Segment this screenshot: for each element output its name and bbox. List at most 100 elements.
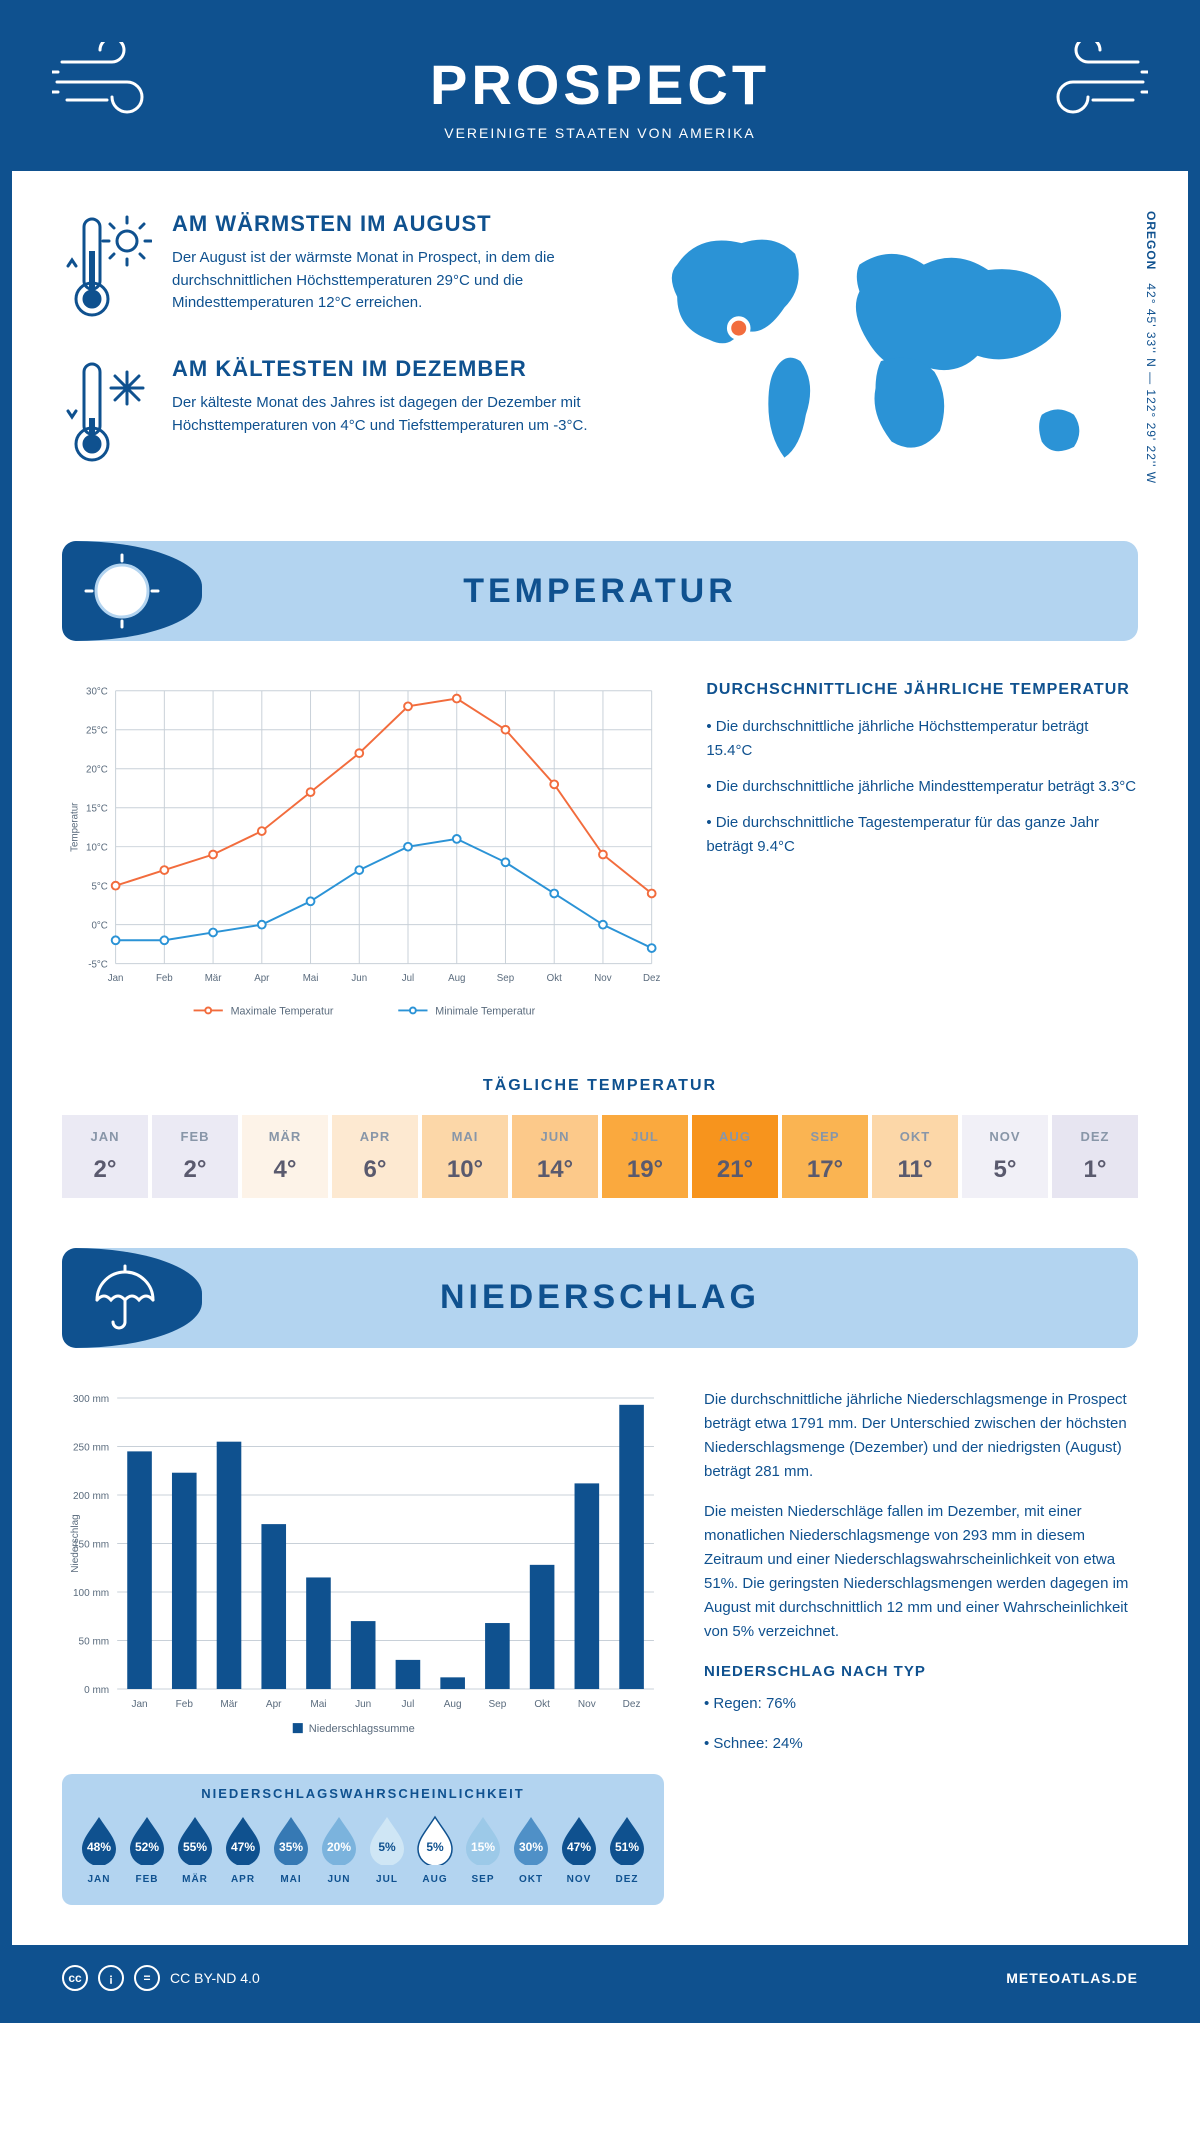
thermometer-cold-icon xyxy=(62,356,152,471)
header: PROSPECT VEREINIGTE STAATEN VON AMERIKA xyxy=(12,12,1188,171)
daily-temp-title: TÄGLICHE TEMPERATUR xyxy=(62,1077,1138,1095)
daily-temp-grid: JAN2°FEB2°MÄR4°APR6°MAI10°JUN14°JUL19°AU… xyxy=(62,1115,1138,1198)
svg-text:20%: 20% xyxy=(327,1840,351,1854)
daily-value: 6° xyxy=(332,1156,418,1184)
daily-month: JUL xyxy=(602,1129,688,1144)
daily-month: JUN xyxy=(512,1129,598,1144)
svg-text:35%: 35% xyxy=(279,1840,303,1854)
svg-text:51%: 51% xyxy=(615,1840,639,1854)
svg-text:47%: 47% xyxy=(567,1840,591,1854)
probability-drop: 15% SEP xyxy=(462,1813,504,1885)
drop-icon: 47% xyxy=(558,1813,600,1865)
bar-chart: 0 mm50 mm100 mm150 mm200 mm250 mm300 mmJ… xyxy=(62,1388,664,1749)
drop-icon: 30% xyxy=(510,1813,552,1865)
drop-month: OKT xyxy=(510,1874,552,1885)
daily-month: DEZ xyxy=(1052,1129,1138,1144)
drop-month: AUG xyxy=(414,1874,456,1885)
precip-type-bullet: • Schnee: 24% xyxy=(704,1732,1138,1756)
svg-text:Niederschlag: Niederschlag xyxy=(70,1514,81,1572)
svg-text:Temperatur: Temperatur xyxy=(70,802,81,852)
daily-value: 10° xyxy=(422,1156,508,1184)
drop-month: JUL xyxy=(366,1874,408,1885)
svg-text:5%: 5% xyxy=(426,1840,444,1854)
daily-value: 17° xyxy=(782,1156,868,1184)
probability-drop: 5% JUL xyxy=(366,1813,408,1885)
coldest-title: AM KÄLTESTEN IM DEZEMBER xyxy=(172,356,605,382)
probability-drop: 51% DEZ xyxy=(606,1813,648,1885)
svg-text:Dez: Dez xyxy=(643,973,660,984)
footer: cc ¡ = CC BY-ND 4.0 METEOATLAS.DE xyxy=(12,1945,1188,2011)
page-title: PROSPECT xyxy=(32,52,1168,117)
thermometer-hot-icon xyxy=(62,211,152,326)
drop-month: FEB xyxy=(126,1874,168,1885)
probability-drop: 30% OKT xyxy=(510,1813,552,1885)
daily-cell: MÄR 4° xyxy=(242,1115,328,1198)
probability-title: NIEDERSCHLAGSWAHRSCHEINLICHKEIT xyxy=(78,1786,648,1801)
precip-text-2: Die meisten Niederschläge fallen im Deze… xyxy=(704,1500,1138,1644)
daily-cell: FEB2° xyxy=(152,1115,238,1198)
cc-icon: cc xyxy=(62,1965,88,1991)
daily-month: APR xyxy=(332,1129,418,1144)
svg-text:Apr: Apr xyxy=(254,973,270,984)
line-chart: -5°C0°C5°C10°C15°C20°C25°C30°CJanFebMärA… xyxy=(62,681,666,1032)
daily-cell: MAI10° xyxy=(422,1115,508,1198)
daily-value: 4° xyxy=(242,1156,328,1184)
drop-icon: 51% xyxy=(606,1813,648,1865)
probability-drop: 52% FEB xyxy=(126,1813,168,1885)
probability-drop: 47% NOV xyxy=(558,1813,600,1885)
precipitation-title: NIEDERSCHLAG xyxy=(440,1278,760,1317)
intro-facts: AM WÄRMSTEN IM AUGUST Der August ist der… xyxy=(62,211,605,501)
svg-text:Sep: Sep xyxy=(488,1699,506,1710)
drop-icon: 5% xyxy=(366,1813,408,1865)
precip-text-1: Die durchschnittliche jährliche Niedersc… xyxy=(704,1388,1138,1484)
daily-cell: JAN2° xyxy=(62,1115,148,1198)
warmest-fact: AM WÄRMSTEN IM AUGUST Der August ist der… xyxy=(62,211,605,326)
svg-text:200 mm: 200 mm xyxy=(73,1491,109,1502)
svg-text:30%: 30% xyxy=(519,1840,543,1854)
svg-text:Okt: Okt xyxy=(534,1699,550,1710)
svg-text:Mai: Mai xyxy=(310,1699,326,1710)
precipitation-header: NIEDERSCHLAG xyxy=(62,1248,1138,1348)
daily-value: 2° xyxy=(152,1156,238,1184)
daily-month: SEP xyxy=(782,1129,868,1144)
svg-text:15°C: 15°C xyxy=(86,804,108,815)
umbrella-icon xyxy=(82,1258,162,1343)
temp-info-title: DURCHSCHNITTLICHE JÄHRLICHE TEMPERATUR xyxy=(706,681,1138,699)
temperature-row: -5°C0°C5°C10°C15°C20°C25°C30°CJanFebMärA… xyxy=(62,681,1138,1037)
svg-text:Aug: Aug xyxy=(448,973,465,984)
probability-drop: 48% JAN xyxy=(78,1813,120,1885)
drop-month: JUN xyxy=(318,1874,360,1885)
drop-month: MAI xyxy=(270,1874,312,1885)
svg-text:Nov: Nov xyxy=(594,973,611,984)
daily-cell: AUG21° xyxy=(692,1115,778,1198)
drop-month: MÄR xyxy=(174,1874,216,1885)
drop-icon: 55% xyxy=(174,1813,216,1865)
svg-text:Jul: Jul xyxy=(402,973,414,984)
svg-text:5%: 5% xyxy=(378,1840,396,1854)
daily-cell: JUL19° xyxy=(602,1115,688,1198)
drop-icon: 20% xyxy=(318,1813,360,1865)
svg-text:0°C: 0°C xyxy=(91,921,107,932)
svg-text:100 mm: 100 mm xyxy=(73,1588,109,1599)
svg-text:Niederschlagssumme: Niederschlagssumme xyxy=(309,1723,415,1735)
coldest-text: Der kälteste Monat des Jahres ist dagege… xyxy=(172,392,605,437)
drop-icon: 15% xyxy=(462,1813,504,1865)
svg-text:0 mm: 0 mm xyxy=(84,1685,109,1696)
probability-drop: 20% JUN xyxy=(318,1813,360,1885)
map-svg xyxy=(645,211,1138,490)
world-map: OREGON 42° 45' 33'' N — 122° 29' 22'' W xyxy=(645,211,1138,501)
svg-text:55%: 55% xyxy=(183,1840,207,1854)
wind-icon-left xyxy=(52,42,172,122)
svg-text:Jul: Jul xyxy=(402,1699,415,1710)
drop-month: DEZ xyxy=(606,1874,648,1885)
temp-bullet: • Die durchschnittliche jährliche Mindes… xyxy=(706,775,1138,799)
svg-text:Nov: Nov xyxy=(578,1699,596,1710)
daily-month: AUG xyxy=(692,1129,778,1144)
drop-month: APR xyxy=(222,1874,264,1885)
daily-month: MÄR xyxy=(242,1129,328,1144)
daily-cell: OKT11° xyxy=(872,1115,958,1198)
svg-text:Maximale Temperatur: Maximale Temperatur xyxy=(231,1005,334,1017)
location-marker xyxy=(729,318,748,337)
site-name: METEOATLAS.DE xyxy=(1006,1970,1138,1986)
svg-text:Sep: Sep xyxy=(497,973,514,984)
